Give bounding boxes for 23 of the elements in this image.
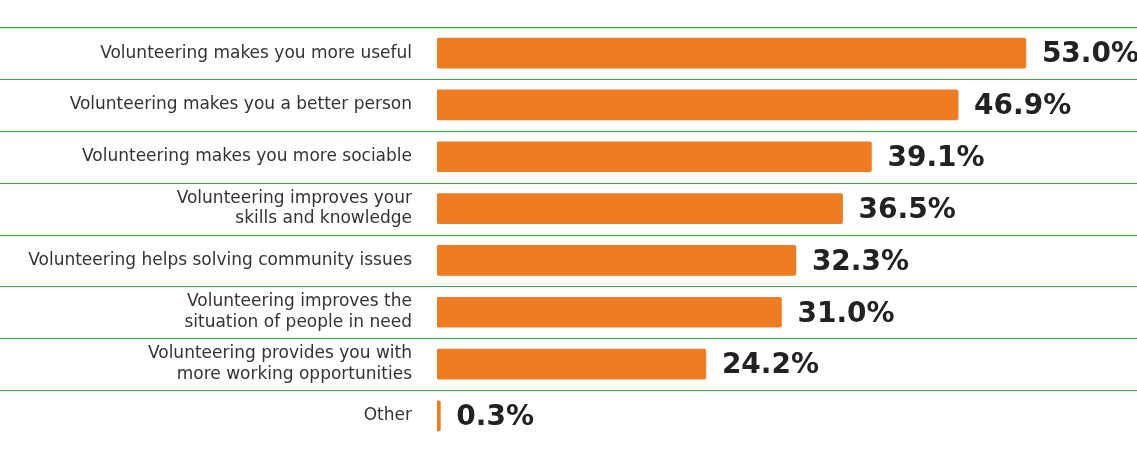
y-tick-label: Volunteering makes you a better person — [69, 93, 412, 114]
data-label: 0.3% — [456, 399, 534, 433]
data-label: 32.3% — [811, 243, 910, 277]
bar — [437, 37, 1027, 69]
data-label: 46.9% — [974, 88, 1072, 122]
bar — [437, 141, 872, 173]
bar — [437, 245, 797, 276]
y-tick-label: Volunteering helps solving community issues — [28, 248, 413, 269]
data-label: 24.2% — [721, 347, 820, 381]
bar — [437, 89, 959, 121]
bar — [437, 400, 441, 432]
y-tick-label: Volunteering improves your skills and knowledge — [176, 186, 413, 228]
bar — [437, 348, 707, 380]
y-tick-label: Volunteering makes you more useful — [100, 41, 412, 62]
data-label: 31.0% — [797, 295, 895, 329]
y-tick-label: Volunteering provides you with more working opportunities — [147, 342, 413, 383]
y-tick-label: Volunteering improves the situation of people in need — [184, 290, 412, 331]
data-label: 39.1% — [887, 140, 985, 174]
bar — [437, 296, 782, 328]
y-tick-label: Other — [363, 404, 412, 425]
data-label: 36.5% — [858, 191, 956, 225]
y-tick-label: Volunteering makes you more sociable — [82, 145, 412, 166]
bar — [437, 193, 843, 224]
